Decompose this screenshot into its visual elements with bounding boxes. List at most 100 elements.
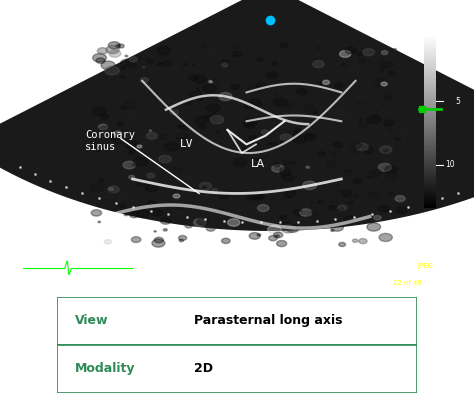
Circle shape [221, 60, 229, 65]
Circle shape [177, 205, 183, 209]
Circle shape [109, 42, 120, 49]
Circle shape [353, 142, 362, 148]
Circle shape [354, 155, 365, 162]
Circle shape [303, 181, 317, 190]
Circle shape [216, 131, 220, 134]
Circle shape [285, 190, 294, 196]
Circle shape [266, 72, 278, 79]
Circle shape [257, 234, 261, 236]
Bar [57, 297, 417, 345]
Circle shape [341, 190, 352, 196]
Circle shape [123, 161, 136, 169]
Circle shape [379, 233, 392, 241]
Circle shape [121, 67, 125, 69]
Circle shape [275, 235, 279, 237]
Circle shape [118, 44, 124, 48]
Circle shape [127, 111, 136, 117]
Circle shape [202, 45, 207, 47]
Circle shape [216, 120, 219, 122]
Circle shape [199, 124, 207, 128]
Circle shape [384, 93, 394, 99]
Circle shape [117, 122, 124, 126]
Circle shape [97, 150, 100, 152]
Circle shape [331, 221, 339, 227]
Circle shape [280, 215, 286, 219]
Circle shape [323, 80, 329, 85]
Circle shape [197, 218, 209, 225]
Circle shape [249, 233, 260, 239]
Circle shape [211, 188, 218, 192]
Circle shape [170, 109, 179, 115]
Circle shape [151, 209, 163, 216]
Circle shape [233, 158, 247, 166]
Circle shape [146, 188, 148, 190]
Circle shape [221, 63, 228, 67]
Text: 5: 5 [455, 97, 460, 105]
Circle shape [105, 66, 119, 75]
Circle shape [137, 210, 149, 218]
Circle shape [378, 61, 391, 69]
Circle shape [100, 190, 112, 198]
Circle shape [99, 124, 108, 130]
Circle shape [160, 206, 166, 210]
Circle shape [244, 122, 255, 128]
Circle shape [300, 209, 312, 216]
Circle shape [125, 55, 128, 57]
Circle shape [135, 208, 142, 212]
Circle shape [384, 97, 391, 101]
Circle shape [194, 76, 206, 83]
Text: LA: LA [251, 159, 265, 169]
Circle shape [172, 167, 177, 170]
Circle shape [296, 88, 307, 95]
Circle shape [330, 152, 337, 156]
Circle shape [147, 173, 155, 178]
Circle shape [274, 163, 280, 166]
Circle shape [249, 136, 256, 140]
Circle shape [244, 118, 257, 126]
Circle shape [108, 186, 119, 193]
Circle shape [268, 225, 282, 234]
Text: R: R [64, 245, 69, 251]
Circle shape [345, 172, 353, 178]
Circle shape [120, 59, 133, 67]
Circle shape [196, 89, 199, 91]
Circle shape [274, 94, 277, 96]
Circle shape [363, 147, 374, 153]
Circle shape [280, 168, 291, 174]
Circle shape [159, 155, 171, 163]
Circle shape [186, 177, 195, 183]
Circle shape [280, 222, 291, 228]
Circle shape [164, 142, 179, 151]
Circle shape [92, 54, 107, 62]
Circle shape [318, 200, 323, 204]
Circle shape [254, 158, 257, 160]
Text: 10: 10 [446, 160, 455, 169]
Circle shape [231, 84, 239, 89]
Circle shape [169, 105, 178, 111]
Circle shape [356, 143, 368, 150]
Circle shape [381, 51, 388, 55]
Circle shape [283, 174, 294, 181]
Circle shape [385, 172, 398, 180]
Circle shape [161, 97, 170, 102]
Circle shape [335, 111, 346, 117]
Circle shape [252, 192, 264, 200]
Circle shape [219, 93, 232, 101]
Circle shape [261, 130, 268, 134]
Circle shape [149, 130, 152, 132]
Circle shape [170, 109, 179, 114]
Circle shape [106, 135, 116, 141]
Circle shape [146, 133, 157, 139]
Circle shape [164, 229, 167, 231]
Circle shape [348, 164, 353, 166]
Circle shape [179, 239, 183, 242]
Circle shape [132, 164, 136, 166]
Circle shape [353, 239, 358, 242]
Circle shape [293, 209, 303, 215]
Circle shape [344, 170, 352, 175]
Circle shape [210, 115, 224, 124]
Text: LV: LV [180, 139, 193, 149]
Circle shape [90, 183, 104, 192]
Circle shape [307, 213, 311, 216]
Circle shape [359, 119, 362, 120]
